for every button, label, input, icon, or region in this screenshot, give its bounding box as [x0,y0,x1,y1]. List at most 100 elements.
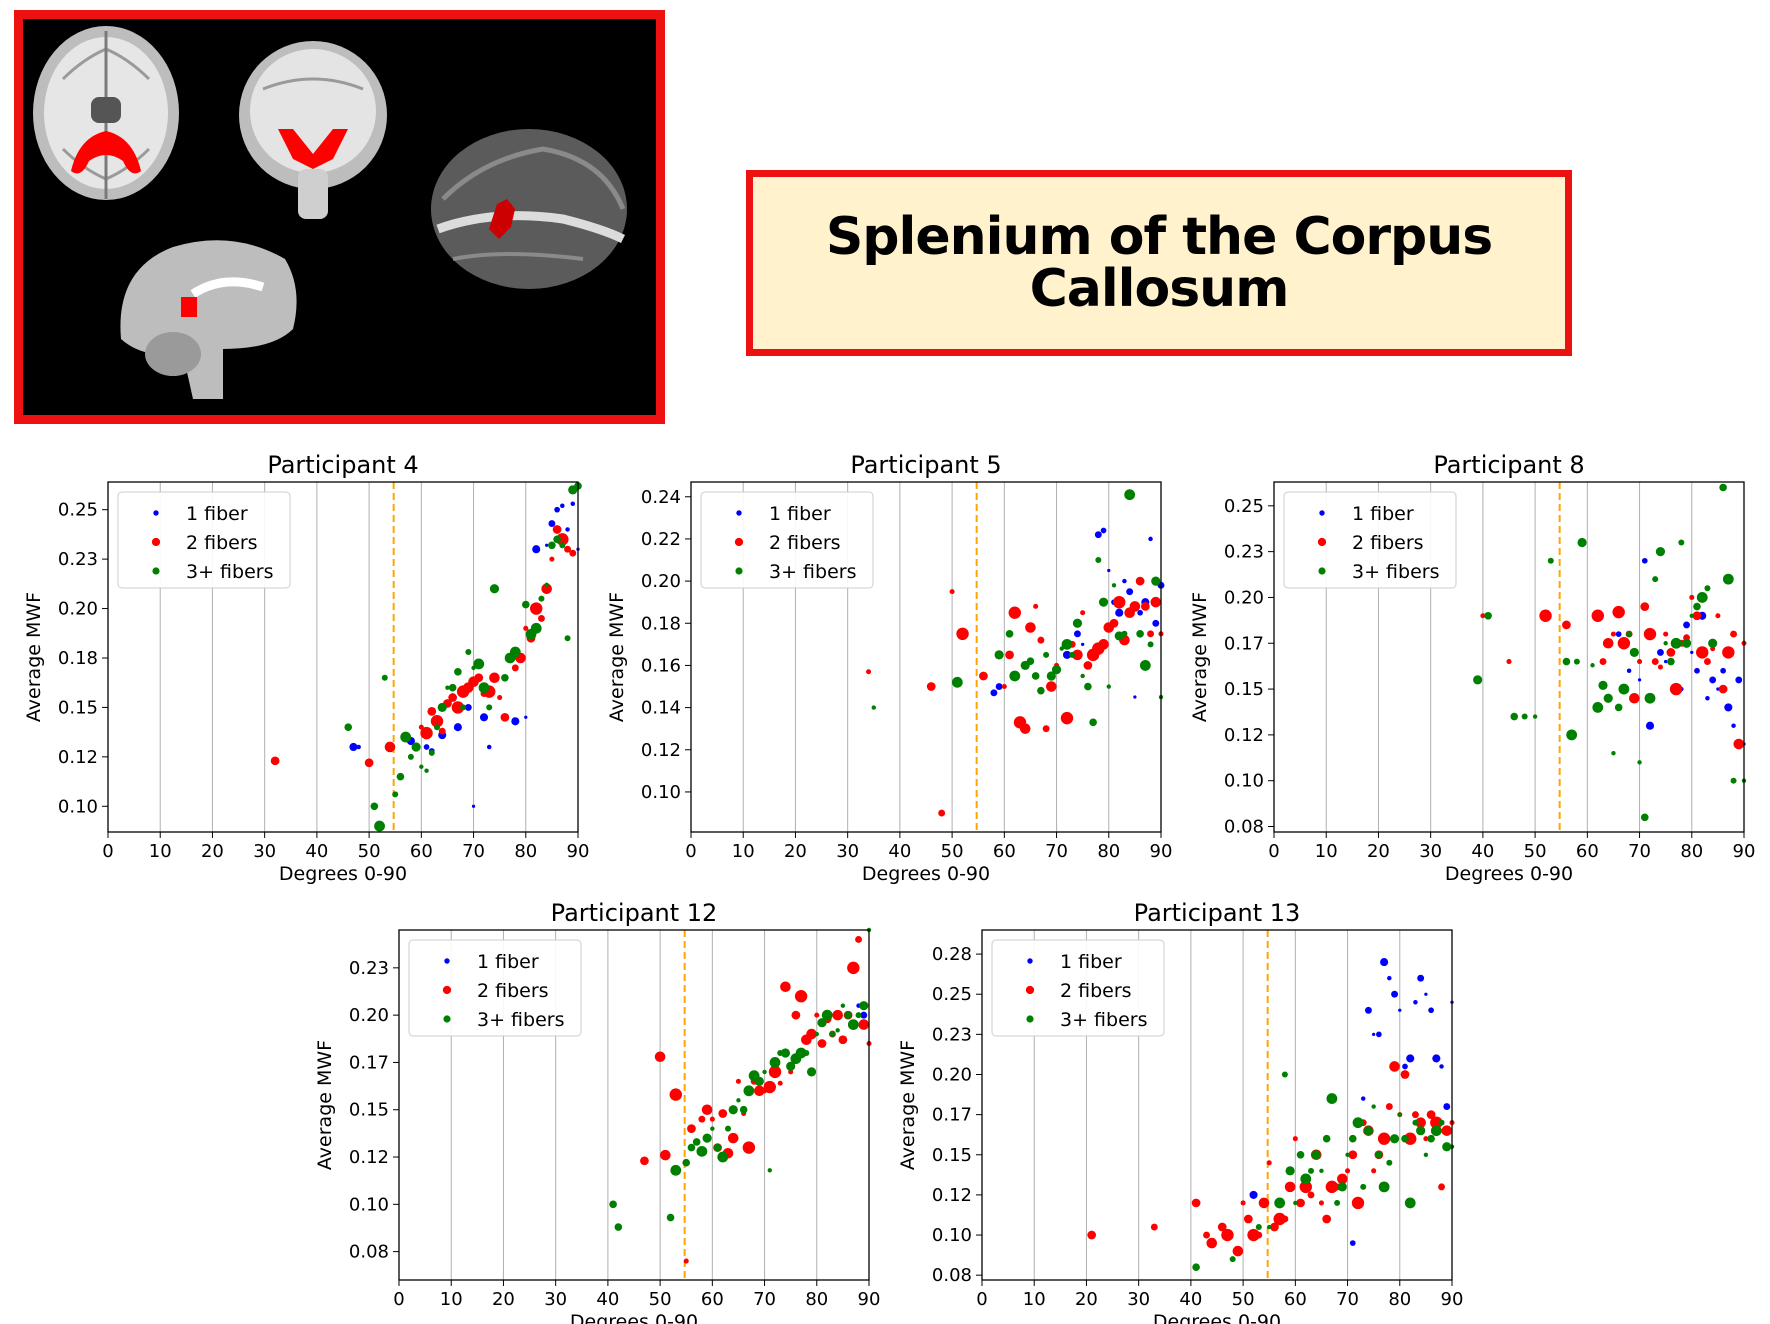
data-point [1735,676,1743,684]
data-point [1060,711,1074,725]
data-point [682,1158,691,1167]
data-point [1098,639,1109,650]
data-point [1719,483,1727,492]
data-point [1109,618,1119,628]
data-point [1430,1125,1442,1137]
data-point [1348,1134,1357,1143]
data-point [713,1143,722,1152]
data-point [1281,1071,1288,1078]
data-point [1072,649,1083,661]
data-point [1521,713,1528,720]
data-point [743,1085,755,1097]
data-point [396,772,405,781]
data-point [847,1019,859,1030]
data-point [1083,661,1093,670]
data-point [1062,650,1072,659]
data-point [1591,609,1604,622]
x-tick-label: 90 [1150,841,1173,862]
data-point [270,756,280,766]
data-point [489,584,500,594]
data-point [1614,703,1623,712]
data-point [1266,1160,1272,1166]
data-point [1539,609,1552,622]
data-point [1147,630,1155,638]
data-point [1603,693,1613,703]
data-point [1573,658,1580,665]
data-point [1318,1200,1324,1206]
y-tick-label: 0.20 [641,571,681,592]
legend: 1 fiber 2 fibers 3+ fibers [700,491,874,589]
data-point [742,1141,756,1154]
data-point [1069,651,1076,658]
y-tick-label: 0.17 [932,1105,972,1126]
data-point [1150,596,1162,608]
legend-marker [1317,537,1327,547]
data-point [780,981,791,993]
legend-label: 2 fibers [477,980,549,1002]
data-point [1397,1112,1402,1117]
x-tick-label: 90 [858,1289,881,1310]
data-point [1438,1119,1445,1126]
data-point [1428,1007,1434,1014]
x-tick-label: 40 [1179,1289,1202,1310]
data-point [521,600,530,609]
x-tick-label: 0 [685,841,696,862]
data-point [866,669,872,675]
data-point [530,602,543,615]
data-point [1084,682,1092,691]
x-tick-label: 10 [1023,1289,1046,1310]
data-point [486,704,493,711]
data-point [979,671,988,681]
y-tick-label: 0.10 [1224,771,1264,792]
legend: 1 fiber 2 fibers 3+ fibers [1283,491,1457,589]
data-point [1692,611,1702,621]
data-point [739,1105,748,1114]
data-point [1532,714,1538,719]
data-point [438,727,446,735]
data-point [1005,650,1014,660]
chart-participant-12: Participant 12 0 10 20 30 40 50 60 70 80 90 0.08 0.1… [314,899,881,1324]
data-point [1443,1103,1451,1111]
data-point [855,936,863,943]
data-point [344,723,353,731]
data-point [817,1018,827,1028]
data-point [938,809,946,817]
data-point [1391,990,1399,998]
x-tick-label: 10 [149,841,172,862]
data-point [1122,578,1127,584]
data-point [1308,1167,1314,1174]
data-point [1441,1125,1453,1136]
data-point [951,676,963,688]
legend-marker [444,958,450,964]
data-point [1221,1228,1234,1242]
legend-label: 3+ fibers [769,561,856,583]
data-point [1427,1134,1435,1143]
plot-frame [107,481,579,833]
data-point [1376,1031,1382,1038]
data-point [1378,1181,1390,1193]
data-point [1412,1119,1419,1126]
plot-frame [1273,481,1745,833]
data-point [428,749,435,756]
data-point [1612,605,1625,619]
data-point [448,683,457,692]
legend: 1 fiber 2 fibers 3+ fibers [408,939,582,1037]
y-tick-label: 0.23 [58,549,98,570]
data-point [1637,760,1642,765]
data-point [564,545,572,553]
data-point [544,582,549,588]
y-tick-label: 0.12 [932,1185,972,1206]
data-point [1424,992,1428,996]
y-axis-label: Average MWF [897,1040,919,1170]
data-point [838,1035,848,1045]
y-tick-label: 0.17 [1224,633,1264,654]
legend-box [991,939,1165,1037]
data-point [434,724,440,731]
data-point [1274,1197,1286,1209]
data-point [511,664,519,672]
data-point [465,649,472,656]
chart-participant-5: Participant 5 0 10 20 30 40 50 60 70 80 90 0.10 0.12… [606,451,1173,885]
legend-marker [153,510,159,516]
data-point [430,715,444,728]
data-point [1708,638,1718,648]
